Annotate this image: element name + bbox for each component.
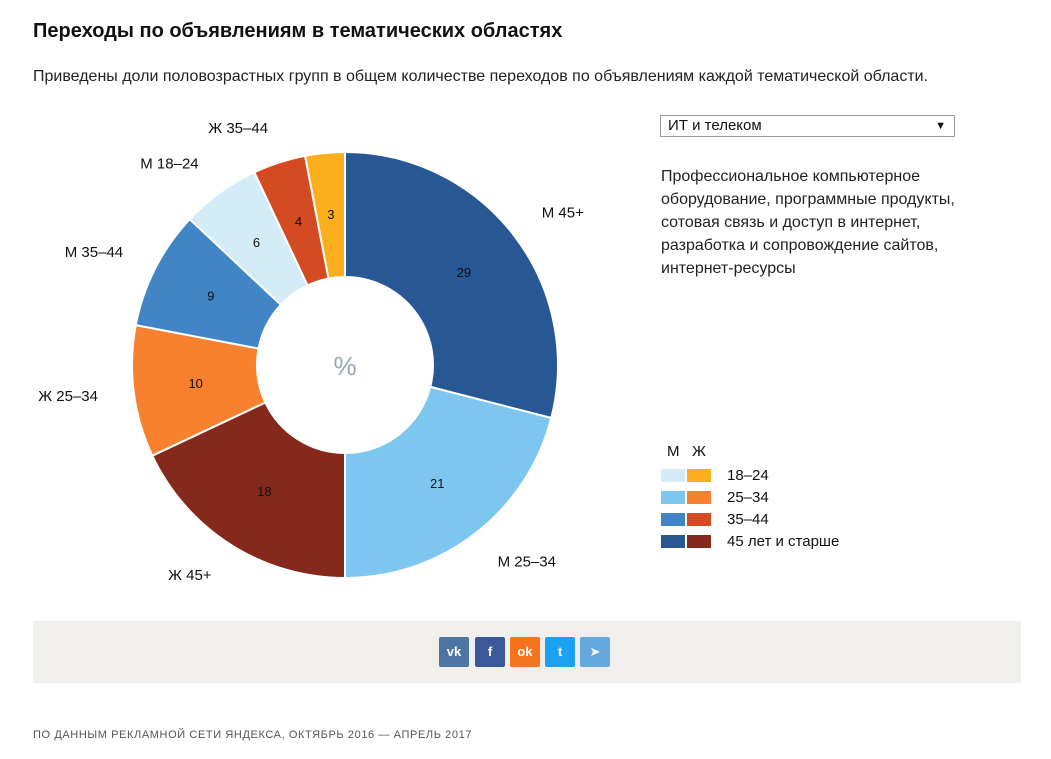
slice-value-label: 10 bbox=[188, 376, 202, 391]
slice-value-label: 6 bbox=[253, 235, 260, 250]
facebook-icon: f bbox=[487, 644, 493, 659]
legend-swatch-male bbox=[661, 491, 685, 504]
odnoklassniki-icon: ok bbox=[517, 644, 533, 659]
legend-label: 45 лет и старше bbox=[727, 533, 840, 550]
donut-slice bbox=[303, 150, 346, 280]
share-bar: vk f ok t ➤ bbox=[33, 621, 1021, 683]
telegram-icon: ➤ bbox=[589, 644, 601, 659]
telegram-share-button[interactable]: ➤ bbox=[580, 637, 610, 667]
legend-swatch-male bbox=[661, 469, 685, 482]
odnoklassniki-share-button[interactable]: ok bbox=[510, 637, 540, 667]
slice-name-label: М 25–34 bbox=[498, 554, 556, 571]
chart-subtitle: Приведены доли половозрастных групп в об… bbox=[33, 68, 929, 85]
category-select-value: ИТ и телеком bbox=[668, 117, 762, 134]
slice-name-label: М 35–44 bbox=[65, 244, 123, 261]
legend-row: 18–24 bbox=[661, 467, 881, 484]
legend-swatch-male bbox=[661, 513, 685, 526]
legend-row: 35–44 bbox=[661, 511, 881, 528]
donut-slice bbox=[150, 401, 346, 580]
slice-value-label: 9 bbox=[207, 289, 214, 304]
legend-row: 45 лет и старше bbox=[661, 533, 881, 550]
category-description: Профессиональное компьютерное оборудован… bbox=[661, 168, 955, 277]
legend-label: 25–34 bbox=[727, 489, 769, 506]
slice-name-label: Ж 35–44 bbox=[208, 120, 268, 137]
legend-swatch-female bbox=[687, 491, 711, 504]
slice-value-label: 21 bbox=[430, 476, 444, 491]
legend-male-header: М bbox=[667, 443, 680, 460]
donut-center-label: % bbox=[333, 351, 356, 381]
legend-swatch-female bbox=[687, 535, 711, 548]
legend-label: 35–44 bbox=[727, 511, 769, 528]
chart-title: Переходы по объявлениям в тематических о… bbox=[33, 20, 563, 42]
legend-label: 18–24 bbox=[727, 467, 769, 484]
vk-share-button[interactable]: vk bbox=[439, 637, 469, 667]
slice-value-label: 4 bbox=[295, 214, 302, 229]
slice-name-label: Ж 25–34 bbox=[38, 388, 98, 405]
category-select[interactable]: ИТ и телеком ▼ bbox=[660, 115, 955, 137]
slice-name-label: М 18–24 bbox=[140, 156, 198, 173]
facebook-share-button[interactable]: f bbox=[475, 637, 505, 667]
slice-value-label: 29 bbox=[457, 265, 471, 280]
twitter-share-button[interactable]: t bbox=[545, 637, 575, 667]
slice-name-label: Ж 45+ bbox=[168, 567, 212, 584]
legend-swatch-male bbox=[661, 535, 685, 548]
twitter-icon: t bbox=[557, 644, 563, 659]
slice-value-label: 18 bbox=[257, 484, 271, 499]
slice-value-label: 3 bbox=[327, 207, 334, 222]
legend-row: 25–34 bbox=[661, 489, 881, 506]
legend-female-header: Ж bbox=[692, 443, 706, 460]
donut-slice bbox=[344, 150, 559, 420]
legend-swatch-female bbox=[687, 513, 711, 526]
donut-slice bbox=[344, 385, 553, 580]
vk-icon: vk bbox=[446, 644, 462, 659]
donut-chart: 29 М 45+ 21 М 25–34 18 Ж 45+ 10 Ж 25–34 9 М 35–44… bbox=[38, 120, 584, 584]
source-footnote: ПО ДАННЫМ РЕКЛАМНОЙ СЕТИ ЯНДЕКСА, ОКТЯБР… bbox=[33, 729, 473, 741]
legend-swatch-female bbox=[687, 469, 711, 482]
chevron-down-icon: ▼ bbox=[935, 120, 946, 132]
slice-name-label: М 45+ bbox=[542, 204, 584, 221]
